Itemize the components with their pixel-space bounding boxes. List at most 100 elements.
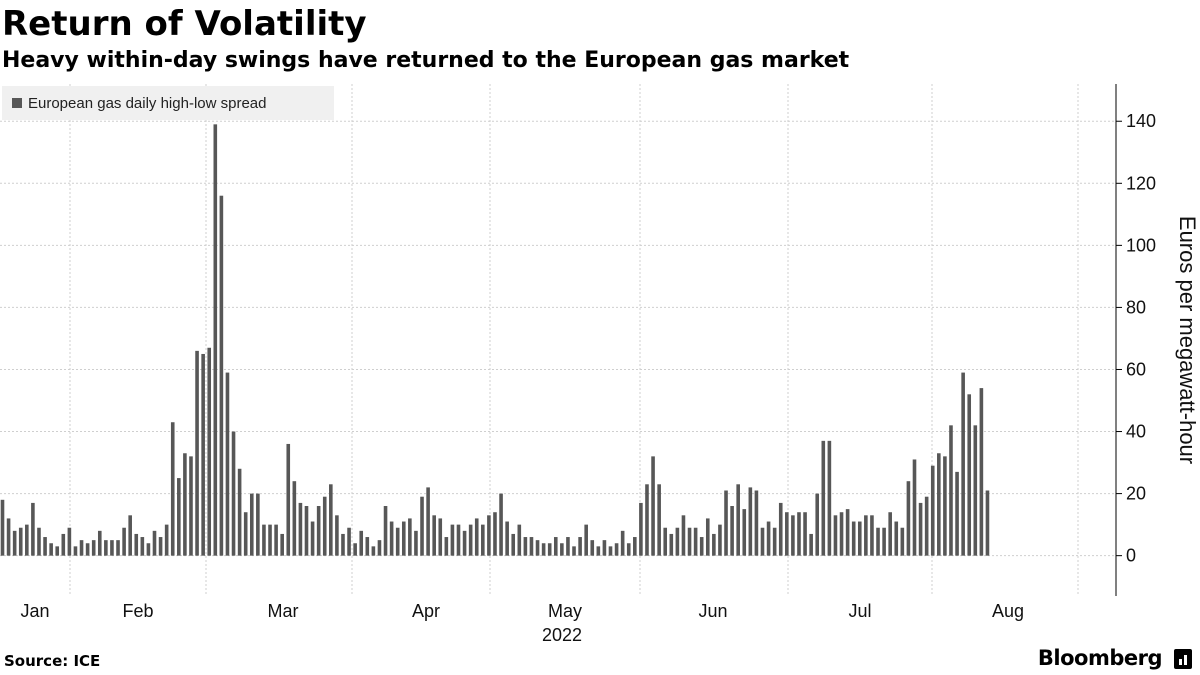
bar bbox=[487, 515, 491, 556]
bar bbox=[122, 527, 126, 556]
bar bbox=[967, 394, 972, 556]
bar bbox=[614, 543, 619, 556]
bar bbox=[693, 527, 698, 556]
bar bbox=[414, 530, 418, 556]
bar bbox=[79, 540, 84, 556]
bar bbox=[590, 540, 595, 556]
bar bbox=[797, 512, 801, 556]
bar bbox=[456, 524, 461, 556]
bar bbox=[298, 502, 303, 556]
bar-series bbox=[0, 124, 990, 556]
bar bbox=[511, 533, 516, 556]
bar bbox=[377, 540, 382, 556]
bar bbox=[140, 537, 145, 556]
bar bbox=[104, 540, 108, 556]
bar bbox=[918, 502, 923, 556]
y-tick-label: 100 bbox=[1126, 235, 1156, 255]
bar bbox=[547, 543, 552, 556]
bar bbox=[803, 512, 807, 556]
bar bbox=[25, 524, 29, 556]
bar bbox=[256, 493, 260, 556]
bar bbox=[712, 533, 716, 556]
bar bbox=[675, 527, 680, 556]
bar bbox=[371, 546, 376, 556]
bar bbox=[845, 509, 850, 556]
bar bbox=[961, 372, 965, 556]
source-note: Source: ICE bbox=[4, 652, 101, 670]
y-axis-label: Euros per megawatt-hour bbox=[1175, 216, 1200, 464]
bar bbox=[146, 543, 151, 556]
bar bbox=[864, 515, 868, 556]
bar bbox=[791, 515, 795, 556]
bar bbox=[55, 546, 60, 556]
bar bbox=[444, 537, 449, 556]
x-tick-label: Jan bbox=[20, 601, 49, 621]
bar bbox=[231, 431, 236, 556]
bar bbox=[809, 533, 813, 556]
y-tick-label: 80 bbox=[1126, 297, 1146, 317]
bar bbox=[450, 524, 455, 556]
x-period-label: 2022 bbox=[542, 625, 582, 645]
bar bbox=[310, 521, 315, 556]
bar bbox=[225, 372, 230, 556]
bar bbox=[91, 540, 96, 556]
brand-logo-text: Bloomberg bbox=[1037, 646, 1163, 670]
bar bbox=[639, 502, 643, 556]
bar bbox=[353, 543, 357, 556]
bar bbox=[566, 537, 570, 556]
bar bbox=[851, 521, 856, 556]
bar bbox=[553, 537, 558, 556]
bar bbox=[43, 537, 47, 556]
bar bbox=[31, 502, 35, 556]
bar bbox=[924, 496, 929, 556]
bar bbox=[335, 515, 339, 556]
bar bbox=[152, 530, 157, 556]
bar bbox=[12, 530, 17, 556]
bar bbox=[249, 493, 254, 556]
bar bbox=[286, 443, 291, 556]
bar bbox=[626, 543, 631, 556]
bar bbox=[347, 527, 351, 556]
bar bbox=[158, 537, 163, 556]
bar bbox=[73, 546, 78, 556]
bar bbox=[602, 540, 607, 556]
legend-entry-label: European gas daily high-low spread bbox=[28, 94, 267, 112]
bar bbox=[6, 518, 11, 556]
bar bbox=[705, 518, 710, 556]
bar bbox=[505, 521, 509, 556]
bar bbox=[493, 512, 497, 556]
bar bbox=[237, 468, 242, 556]
bar bbox=[177, 478, 181, 556]
bar bbox=[669, 533, 674, 556]
bar bbox=[420, 496, 424, 556]
bar bbox=[730, 506, 734, 556]
bar bbox=[341, 533, 345, 556]
bar bbox=[110, 540, 114, 556]
bar bbox=[329, 484, 333, 556]
x-tick-label: Mar bbox=[268, 601, 299, 621]
bar bbox=[894, 521, 899, 556]
bar bbox=[578, 537, 582, 556]
bar bbox=[906, 481, 911, 556]
bar bbox=[474, 518, 479, 556]
bar bbox=[481, 524, 485, 556]
bar bbox=[857, 521, 862, 556]
bar bbox=[633, 537, 637, 556]
chart-title: Return of Volatility bbox=[2, 4, 367, 44]
bar bbox=[116, 540, 120, 556]
bar bbox=[900, 527, 905, 556]
x-tick-label: Aug bbox=[992, 601, 1024, 621]
bar bbox=[888, 512, 892, 556]
x-tick-label: Apr bbox=[412, 601, 440, 621]
bar bbox=[535, 540, 540, 556]
bar bbox=[207, 347, 212, 556]
bar bbox=[821, 440, 826, 556]
bar bbox=[438, 518, 443, 556]
bar bbox=[839, 512, 844, 556]
bloomberg-terminal-icon bbox=[1174, 649, 1192, 669]
bar bbox=[426, 487, 430, 556]
bar bbox=[243, 512, 248, 556]
bar bbox=[736, 484, 740, 556]
bar bbox=[815, 493, 820, 556]
